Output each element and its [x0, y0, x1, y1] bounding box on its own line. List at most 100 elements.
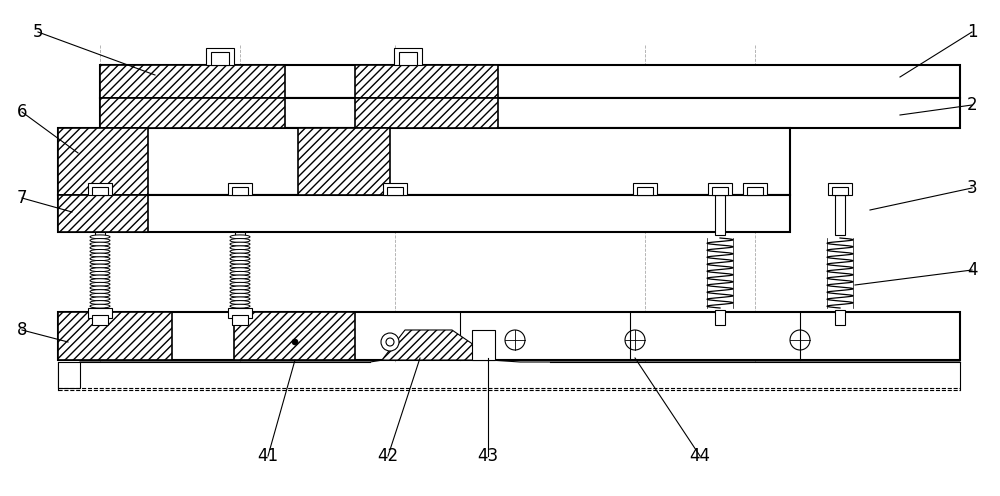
Text: 3: 3	[967, 179, 977, 197]
Bar	[100, 65, 285, 98]
Ellipse shape	[230, 239, 250, 243]
Ellipse shape	[90, 293, 110, 297]
Text: 4: 4	[967, 261, 977, 279]
Text: 8: 8	[17, 321, 27, 339]
Ellipse shape	[230, 293, 250, 297]
Ellipse shape	[90, 271, 110, 275]
Text: 43: 43	[477, 447, 499, 465]
Ellipse shape	[230, 242, 250, 246]
Bar	[92, 187, 108, 195]
Ellipse shape	[230, 271, 250, 275]
Bar	[835, 310, 845, 325]
Bar	[58, 195, 790, 232]
Text: 41: 41	[257, 447, 279, 465]
Ellipse shape	[90, 260, 110, 264]
Ellipse shape	[90, 301, 110, 305]
Bar	[403, 65, 413, 195]
Ellipse shape	[230, 301, 250, 305]
Ellipse shape	[230, 279, 250, 283]
Ellipse shape	[230, 264, 250, 268]
Circle shape	[292, 339, 298, 345]
Ellipse shape	[230, 282, 250, 286]
Bar	[715, 310, 725, 325]
Ellipse shape	[90, 249, 110, 253]
Ellipse shape	[230, 246, 250, 249]
Text: 6: 6	[17, 103, 27, 121]
Bar	[355, 65, 498, 98]
Bar	[58, 312, 172, 360]
Bar	[228, 308, 252, 318]
Ellipse shape	[230, 286, 250, 290]
Bar	[100, 98, 285, 128]
Ellipse shape	[90, 282, 110, 286]
Text: 44: 44	[690, 447, 710, 465]
Ellipse shape	[90, 268, 110, 272]
Bar	[708, 183, 732, 195]
Bar	[383, 183, 407, 195]
Ellipse shape	[230, 235, 250, 239]
Text: 5: 5	[33, 23, 43, 41]
Text: 2: 2	[967, 96, 977, 114]
Bar	[100, 98, 960, 128]
Bar	[743, 183, 767, 195]
Bar	[355, 98, 498, 128]
Bar	[58, 362, 80, 388]
Bar	[95, 232, 105, 315]
Circle shape	[381, 333, 399, 351]
Bar	[832, 187, 848, 195]
Ellipse shape	[90, 290, 110, 294]
Ellipse shape	[90, 286, 110, 290]
Ellipse shape	[230, 260, 250, 264]
Ellipse shape	[90, 246, 110, 249]
Bar	[712, 187, 728, 195]
Bar	[298, 128, 390, 195]
Ellipse shape	[230, 304, 250, 308]
Bar	[100, 65, 960, 98]
Ellipse shape	[230, 257, 250, 260]
Ellipse shape	[230, 290, 250, 294]
Bar	[637, 187, 653, 195]
Bar	[234, 312, 355, 360]
Bar	[715, 195, 725, 235]
Ellipse shape	[230, 275, 250, 279]
Ellipse shape	[90, 297, 110, 301]
Ellipse shape	[230, 253, 250, 257]
Bar	[633, 183, 657, 195]
Ellipse shape	[90, 279, 110, 283]
Bar	[58, 195, 148, 232]
Ellipse shape	[230, 268, 250, 272]
Bar	[228, 183, 252, 195]
Ellipse shape	[230, 249, 250, 253]
Bar	[394, 48, 422, 65]
Ellipse shape	[90, 264, 110, 268]
Bar	[387, 187, 403, 195]
Bar	[747, 187, 763, 195]
Ellipse shape	[90, 257, 110, 260]
Ellipse shape	[90, 235, 110, 239]
Bar	[835, 195, 845, 235]
Bar	[58, 128, 790, 195]
Bar	[472, 330, 495, 360]
Ellipse shape	[90, 253, 110, 257]
Ellipse shape	[90, 239, 110, 243]
Bar	[92, 315, 108, 325]
Ellipse shape	[230, 297, 250, 301]
Text: 1: 1	[967, 23, 977, 41]
Bar	[206, 48, 234, 65]
Bar	[58, 128, 148, 195]
Ellipse shape	[90, 275, 110, 279]
Ellipse shape	[90, 304, 110, 308]
Bar	[88, 308, 112, 318]
Bar	[58, 312, 960, 360]
Bar	[211, 52, 229, 65]
Bar	[232, 187, 248, 195]
Bar	[88, 183, 112, 195]
Text: 7: 7	[17, 189, 27, 207]
Bar	[235, 232, 245, 315]
Bar	[215, 65, 225, 195]
Text: 42: 42	[377, 447, 399, 465]
Ellipse shape	[90, 242, 110, 246]
Polygon shape	[382, 330, 474, 360]
Bar	[828, 183, 852, 195]
Bar	[399, 52, 417, 65]
